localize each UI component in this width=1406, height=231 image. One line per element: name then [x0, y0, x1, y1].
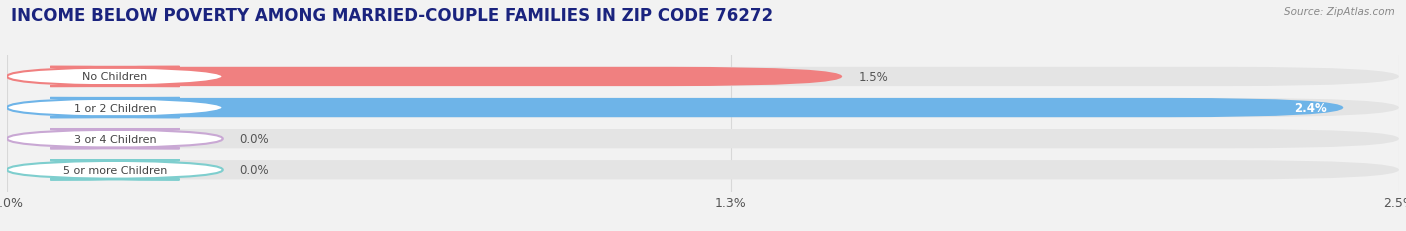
FancyBboxPatch shape: [7, 67, 842, 87]
Text: INCOME BELOW POVERTY AMONG MARRIED-COUPLE FAMILIES IN ZIP CODE 76272: INCOME BELOW POVERTY AMONG MARRIED-COUPL…: [11, 7, 773, 25]
FancyBboxPatch shape: [7, 161, 222, 180]
Text: Source: ZipAtlas.com: Source: ZipAtlas.com: [1284, 7, 1395, 17]
FancyBboxPatch shape: [7, 129, 1399, 149]
Text: 5 or more Children: 5 or more Children: [63, 165, 167, 175]
Text: 0.0%: 0.0%: [239, 133, 269, 146]
FancyBboxPatch shape: [7, 67, 222, 87]
Text: 0.0%: 0.0%: [239, 164, 269, 176]
Text: 1.5%: 1.5%: [859, 71, 889, 84]
FancyBboxPatch shape: [7, 98, 1399, 118]
Text: 3 or 4 Children: 3 or 4 Children: [73, 134, 156, 144]
FancyBboxPatch shape: [7, 98, 222, 118]
FancyBboxPatch shape: [7, 98, 1343, 118]
FancyBboxPatch shape: [7, 129, 222, 149]
Text: 1 or 2 Children: 1 or 2 Children: [73, 103, 156, 113]
Text: No Children: No Children: [83, 72, 148, 82]
FancyBboxPatch shape: [7, 161, 1399, 180]
Text: 2.4%: 2.4%: [1294, 102, 1327, 115]
FancyBboxPatch shape: [7, 67, 1399, 87]
